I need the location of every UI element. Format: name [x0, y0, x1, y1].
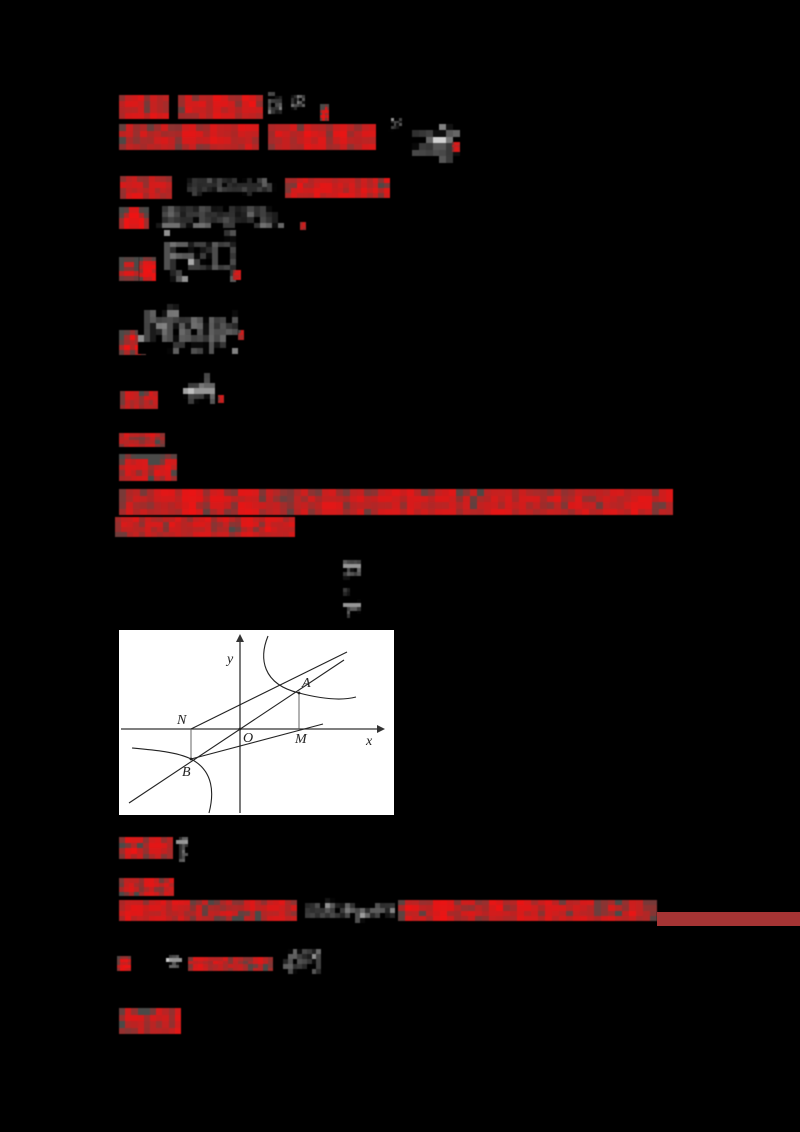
- svg-text:B: B: [182, 765, 191, 780]
- svg-text:y: y: [225, 652, 234, 667]
- svg-text:A: A: [301, 676, 311, 691]
- svg-text:N: N: [176, 713, 187, 728]
- svg-text:O: O: [243, 731, 253, 746]
- svg-text:M: M: [294, 732, 308, 747]
- svg-text:x: x: [365, 734, 373, 749]
